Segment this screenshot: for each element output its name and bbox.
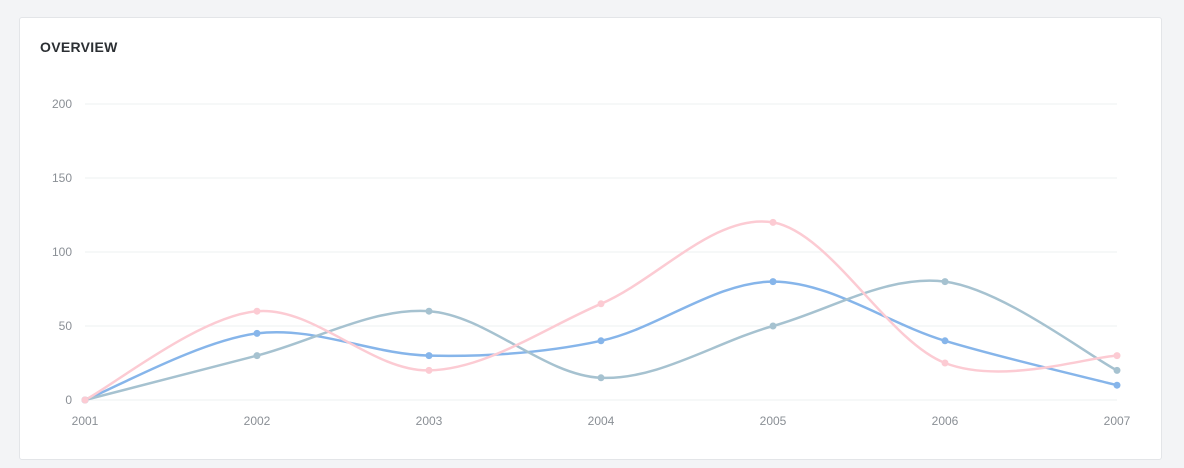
series-3-point <box>253 307 261 315</box>
series-1-point <box>769 278 777 286</box>
series-line-3 <box>83 220 1119 402</box>
x-tick-label: 2001 <box>72 414 99 428</box>
y-tick-label: 200 <box>52 97 72 111</box>
y-tick-label: 100 <box>52 245 72 259</box>
series-3-point <box>941 359 949 367</box>
series-2-point <box>769 322 777 330</box>
series-1-point <box>1113 381 1121 389</box>
series-3-point <box>425 366 433 374</box>
grid-lines <box>85 103 1117 401</box>
overview-card: OVERVIEW <box>19 17 1162 460</box>
x-tick-label: 2007 <box>1104 414 1131 428</box>
series-3-point <box>597 300 605 308</box>
x-axis-ticks: 2001 2002 2003 2004 2005 2006 2007 <box>72 414 1131 428</box>
series-1-point <box>253 329 261 337</box>
series-1-point <box>941 337 949 345</box>
series-2-point <box>425 307 433 315</box>
series-lines <box>83 220 1119 402</box>
series-points <box>81 218 1121 404</box>
x-tick-label: 2004 <box>588 414 615 428</box>
y-tick-label: 150 <box>52 171 72 185</box>
x-tick-label: 2005 <box>760 414 787 428</box>
y-axis-ticks: 0 50 100 150 200 <box>52 97 72 407</box>
series-2-point <box>1113 366 1121 374</box>
series-2-point <box>941 278 949 286</box>
series-3-point <box>1113 352 1121 360</box>
y-tick-label: 0 <box>65 393 72 407</box>
series-1-point <box>425 352 433 360</box>
y-tick-label: 50 <box>59 319 73 333</box>
series-3-point <box>81 396 89 404</box>
x-tick-label: 2003 <box>416 414 443 428</box>
x-tick-label: 2006 <box>932 414 959 428</box>
series-2-point <box>253 352 261 360</box>
series-1-point <box>597 337 605 345</box>
card-title: OVERVIEW <box>40 39 118 55</box>
x-tick-label: 2002 <box>244 414 271 428</box>
series-2-point <box>597 374 605 382</box>
series-3-point <box>769 218 777 226</box>
